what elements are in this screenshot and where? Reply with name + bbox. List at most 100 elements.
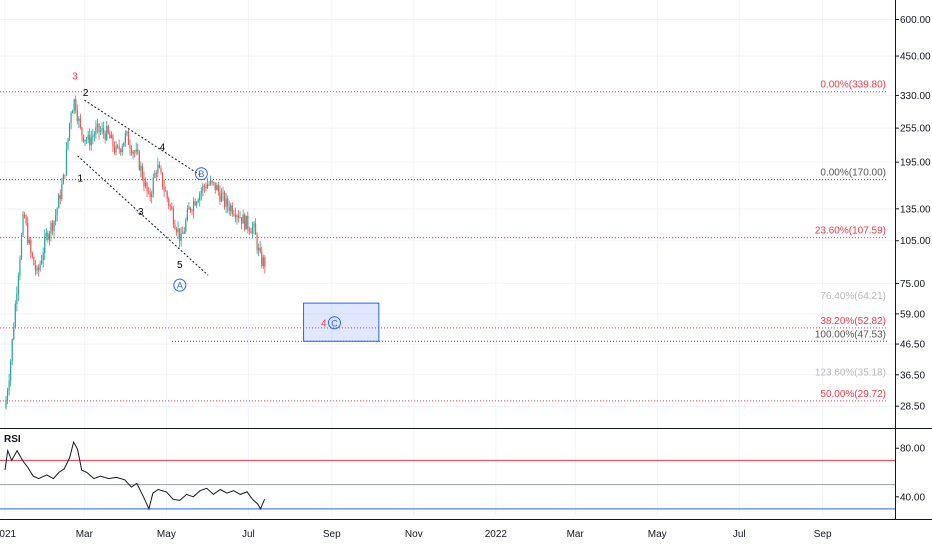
y-axis-tick-label: 36.50 xyxy=(900,370,925,381)
candle-body xyxy=(225,198,227,207)
candle-body xyxy=(41,260,43,264)
fibonacci-levels: 0.00%(339.80) 0.00%(170.00) 23.60%(107.59)… xyxy=(0,80,887,402)
wave-label: C xyxy=(331,318,338,328)
candle-body xyxy=(244,214,246,230)
wave-label: 1 xyxy=(78,174,84,185)
candle-body xyxy=(228,206,230,212)
candle-body xyxy=(171,206,173,210)
candle-body xyxy=(58,194,60,209)
candle-body xyxy=(24,214,26,218)
candle-body xyxy=(161,172,164,188)
candle-body xyxy=(261,251,263,266)
candle-body xyxy=(137,149,139,152)
candle-body xyxy=(219,191,221,202)
candle-body xyxy=(163,187,165,191)
candle-body xyxy=(47,232,49,240)
candle-body xyxy=(199,193,201,201)
y-axis-tick-label: 450.00 xyxy=(900,52,931,63)
y-axis-tick-label: 105.00 xyxy=(900,236,931,247)
candle-body xyxy=(129,144,131,150)
candle-body xyxy=(234,214,236,218)
candle-body xyxy=(115,145,117,153)
candle-body xyxy=(112,135,114,147)
candle-body xyxy=(144,182,147,187)
candle-body xyxy=(202,185,204,191)
candle-body xyxy=(194,201,196,206)
candle-body xyxy=(50,222,52,234)
target-zone-box xyxy=(303,302,380,342)
candle-body xyxy=(183,231,185,234)
y-axis-tick-label: 195.00 xyxy=(900,158,931,169)
candle-body xyxy=(258,247,260,251)
candle-body xyxy=(233,213,235,215)
fib-level-label: 0.00%(339.80) xyxy=(820,80,886,91)
wave-label: B xyxy=(198,169,204,179)
candle-body xyxy=(248,228,250,232)
candle-body xyxy=(203,185,205,187)
candle-body xyxy=(230,205,232,212)
candle-body xyxy=(210,180,212,185)
candle-body xyxy=(197,200,199,203)
candle-body xyxy=(130,149,133,154)
candle-body xyxy=(5,400,7,409)
rsi-panel: RSI xyxy=(0,434,895,511)
candle-body xyxy=(79,118,81,128)
candle-body xyxy=(140,165,142,170)
candle-body xyxy=(192,201,195,212)
candle-body xyxy=(174,224,176,230)
candle-body xyxy=(17,275,19,294)
candle-body xyxy=(10,361,12,381)
candle-body xyxy=(135,149,137,153)
candle-body xyxy=(86,139,88,141)
candle-body xyxy=(223,192,226,207)
candle-body xyxy=(118,146,120,150)
candle-body xyxy=(78,118,80,121)
candle-body xyxy=(106,125,108,140)
fib-level-label: 0.00%(170.00) xyxy=(820,168,886,179)
candle-body xyxy=(138,151,140,170)
candle-body xyxy=(134,151,136,153)
wave-label: 4 xyxy=(160,142,166,153)
x-axis-tick-label: Sep xyxy=(323,529,341,540)
candle-body xyxy=(117,145,119,147)
wave-label-circle xyxy=(194,167,208,181)
candle-body xyxy=(205,186,207,189)
candlestick-series xyxy=(5,95,266,410)
y-axis-tick-label: 255.00 xyxy=(900,124,931,135)
candle-body xyxy=(245,215,247,230)
candle-body xyxy=(157,164,159,174)
candle-body xyxy=(186,209,188,221)
candle-body xyxy=(101,128,103,131)
rsi-axis-tick-label: 80.00 xyxy=(900,444,925,455)
candle-body xyxy=(44,236,46,254)
candle-body xyxy=(206,184,209,189)
candle-body xyxy=(65,148,68,176)
candle-body xyxy=(25,217,27,224)
wave-label: 4 xyxy=(321,318,327,329)
x-axis-tick-label: May xyxy=(157,529,176,540)
candle-body xyxy=(39,263,41,270)
candle-body xyxy=(30,240,32,253)
candle-body xyxy=(99,130,102,133)
wave-label: A xyxy=(177,281,183,291)
x-axis-tick-label: Jul xyxy=(242,529,255,540)
candle-body xyxy=(216,185,218,191)
candle-body xyxy=(56,208,58,216)
candle-body xyxy=(213,182,215,183)
fib-level-label: 38.20%(52.82) xyxy=(820,316,886,327)
x-axis-tick-label: Nov xyxy=(405,529,423,540)
candle-body xyxy=(149,191,151,197)
wave-label-circle xyxy=(173,278,187,292)
fib-level-label: 123.60%(35.18) xyxy=(815,367,886,378)
candle-body xyxy=(107,125,109,133)
candle-body xyxy=(177,228,179,233)
wave-label: 3 xyxy=(138,207,144,218)
wave-label: 5 xyxy=(177,260,183,271)
candle-body xyxy=(36,267,38,271)
candle-body xyxy=(72,110,74,114)
candle-body xyxy=(239,217,241,219)
candle-body xyxy=(59,194,61,200)
